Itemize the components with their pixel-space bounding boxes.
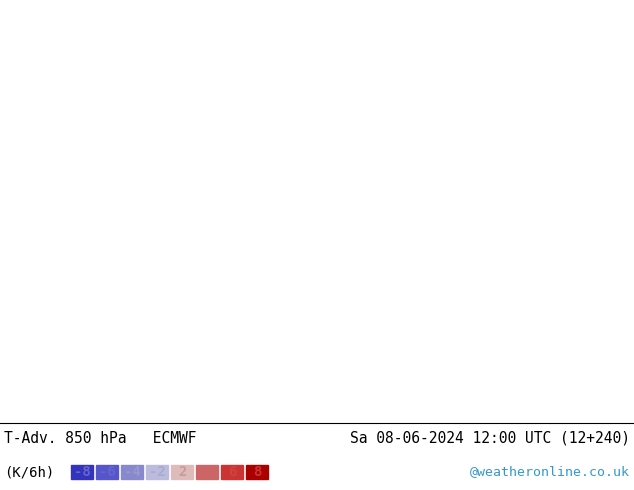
- Text: -8: -8: [74, 465, 91, 479]
- Bar: [196, 465, 218, 479]
- Text: 2: 2: [178, 465, 186, 479]
- Bar: [246, 465, 268, 479]
- Text: 6: 6: [228, 465, 236, 479]
- Text: -4: -4: [124, 465, 140, 479]
- Text: T-Adv. 850 hPa   ECMWF: T-Adv. 850 hPa ECMWF: [4, 431, 197, 445]
- Bar: [121, 465, 143, 479]
- Text: @weatheronline.co.uk: @weatheronline.co.uk: [470, 466, 630, 479]
- Bar: [221, 465, 243, 479]
- Text: (K/6h): (K/6h): [4, 465, 55, 479]
- Bar: [146, 465, 168, 479]
- Text: 8: 8: [253, 465, 261, 479]
- Text: -6: -6: [99, 465, 115, 479]
- Bar: [71, 465, 93, 479]
- Bar: [171, 465, 193, 479]
- Text: 4: 4: [203, 465, 211, 479]
- Bar: [96, 465, 118, 479]
- Text: -2: -2: [148, 465, 165, 479]
- Text: Sa 08-06-2024 12:00 UTC (12+240): Sa 08-06-2024 12:00 UTC (12+240): [350, 431, 630, 445]
